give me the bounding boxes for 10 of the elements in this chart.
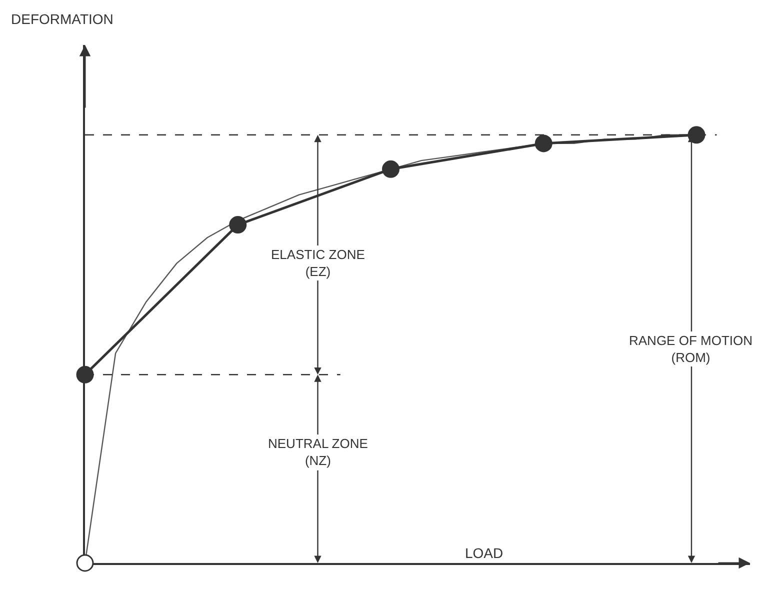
x-axis-title: LOAD bbox=[465, 545, 504, 561]
point bbox=[76, 554, 94, 572]
annotation: ELASTIC ZONE (EZ) bbox=[271, 247, 366, 279]
point bbox=[229, 216, 247, 234]
annotation: NEUTRAL ZONE (NZ) bbox=[268, 436, 368, 468]
point bbox=[534, 134, 552, 152]
point bbox=[688, 126, 706, 144]
annotation: RANGE OF MOTION (ROM) bbox=[629, 333, 752, 365]
text: DEFORMATION bbox=[11, 11, 114, 27]
point bbox=[382, 160, 400, 178]
